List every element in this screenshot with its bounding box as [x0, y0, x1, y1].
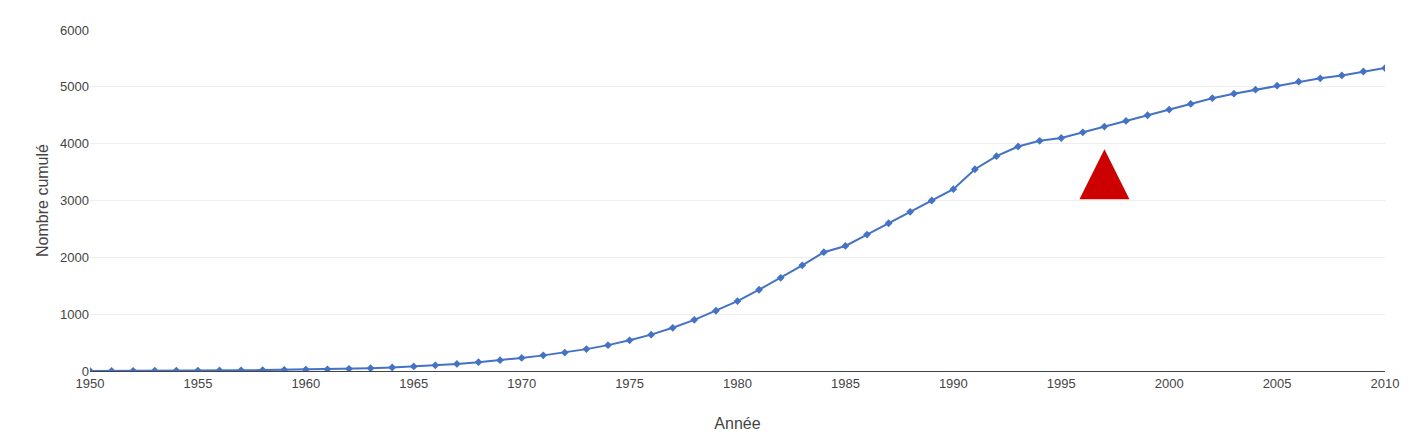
svg-text:5000: 5000 — [60, 79, 89, 94]
svg-text:1980: 1980 — [723, 376, 752, 391]
svg-text:2000: 2000 — [60, 250, 89, 265]
svg-text:1995: 1995 — [1047, 376, 1076, 391]
svg-text:1000: 1000 — [60, 307, 89, 322]
svg-text:1965: 1965 — [399, 376, 428, 391]
svg-text:3000: 3000 — [60, 193, 89, 208]
svg-text:2010: 2010 — [1371, 376, 1400, 391]
svg-text:Nombre cumulé: Nombre cumulé — [34, 144, 51, 257]
svg-text:1950: 1950 — [76, 376, 105, 391]
svg-text:2000: 2000 — [1155, 376, 1184, 391]
svg-text:1955: 1955 — [183, 376, 212, 391]
svg-text:6000: 6000 — [60, 23, 89, 38]
svg-text:4000: 4000 — [60, 136, 89, 151]
svg-text:1985: 1985 — [831, 376, 860, 391]
svg-text:1990: 1990 — [939, 376, 968, 391]
svg-text:1975: 1975 — [615, 376, 644, 391]
svg-text:Année: Année — [714, 415, 760, 432]
svg-text:1970: 1970 — [507, 376, 536, 391]
svg-text:0: 0 — [82, 364, 89, 379]
svg-text:1960: 1960 — [291, 376, 320, 391]
svg-text:2005: 2005 — [1263, 376, 1292, 391]
